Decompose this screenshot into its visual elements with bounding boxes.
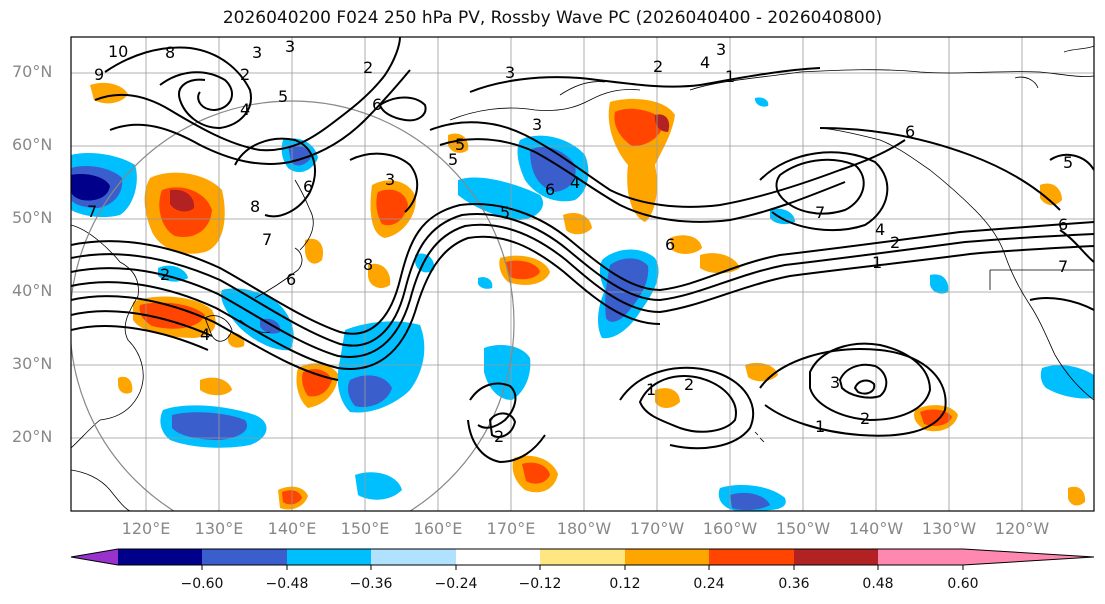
colorbar-segment — [625, 549, 709, 565]
colorbar-tick-label: −0.24 — [434, 576, 478, 592]
lon-label: 140°W — [848, 519, 904, 538]
contour-label: 7 — [1058, 257, 1068, 276]
reference-circle — [71, 100, 515, 511]
contour-label: 4 — [700, 53, 710, 72]
contour-label: 7 — [262, 230, 272, 249]
colorbar-segment — [456, 549, 540, 565]
contour-label: 6 — [545, 180, 555, 199]
colorbar-segment — [709, 549, 794, 565]
colorbar-tick-label: 0.60 — [947, 576, 979, 592]
contour-label: 2 — [363, 58, 373, 77]
lat-label: 70°N — [12, 62, 53, 81]
lat-label: 50°N — [12, 208, 53, 227]
contour-label: 6 — [665, 235, 675, 254]
lon-label: 150°W — [775, 519, 831, 538]
lon-label: 170°W — [629, 519, 685, 538]
contour-label: 9 — [94, 65, 104, 84]
contour-label: 6 — [286, 270, 296, 289]
contour-label: 2 — [160, 265, 170, 284]
lat-label: 20°N — [12, 427, 53, 446]
contour-label: 2 — [240, 65, 250, 84]
lon-label: 130°E — [194, 519, 244, 538]
contour-label: 3 — [532, 115, 542, 134]
contour-label: 1 — [872, 253, 882, 272]
contour-label: 5 — [448, 150, 458, 169]
graticule — [71, 37, 1094, 511]
contour-label: 3 — [252, 43, 262, 62]
contour-label: 10 — [108, 42, 128, 61]
contour-label: 8 — [363, 255, 373, 274]
contour-label: 8 — [250, 197, 260, 216]
lon-label: 170°E — [486, 519, 536, 538]
contour-label: 5 — [455, 135, 465, 154]
contour-label: 4 — [240, 100, 250, 119]
contour-label: 3 — [830, 373, 840, 392]
colorbar-arrow-left — [71, 549, 118, 565]
lon-label: 120°W — [994, 519, 1050, 538]
contour-labels: 10 9 8 2 3 3 2 6 5 4 5 3 2 4 3 1 6 5 7 8… — [87, 37, 1073, 446]
colorbar-tick-label: 0.12 — [609, 576, 641, 592]
colorbar-segment — [794, 549, 878, 565]
colorbar-segment — [540, 549, 625, 565]
colorbar-tick-label: −0.48 — [265, 576, 309, 592]
contour-label: 2 — [890, 233, 900, 252]
colorbar-segment — [878, 549, 963, 565]
contour-label: 3 — [716, 40, 726, 59]
contour-label: 3 — [385, 170, 395, 189]
contour-label: 1 — [725, 67, 735, 86]
lat-label: 40°N — [12, 281, 53, 300]
contour-label: 3 — [285, 37, 295, 56]
colorbar-segment — [202, 549, 287, 565]
contour-label: 4 — [570, 173, 580, 192]
colorbar-tick-label: 0.24 — [693, 576, 725, 592]
contour-label: 5 — [278, 87, 288, 106]
colorbar-segment — [371, 549, 456, 565]
colorbar-outline — [70, 548, 1095, 566]
contour-label: 7 — [87, 202, 97, 221]
map-frame — [70, 36, 1095, 512]
colorbar-arrow-right — [963, 549, 1094, 565]
lon-label: 180°W — [556, 519, 612, 538]
contour-label: 5 — [500, 203, 510, 222]
colorbar-tick-label: 0.36 — [778, 576, 810, 592]
contour-label: 1 — [815, 417, 825, 436]
pv-contours — [71, 37, 1094, 464]
map-title: 2026040200 F024 250 hPa PV, Rossby Wave … — [222, 8, 883, 28]
lat-label: 30°N — [12, 354, 53, 373]
contour-label: 1 — [646, 380, 656, 399]
contour-label: 6 — [1058, 215, 1068, 234]
coastlines — [71, 45, 1094, 511]
colorbar-tick-label: −0.60 — [180, 576, 224, 592]
contour-label: 4 — [875, 220, 885, 239]
colorbar-tick-label: 0.48 — [862, 576, 894, 592]
lon-label: 150°E — [340, 519, 390, 538]
contour-label: 3 — [505, 63, 515, 82]
contour-label: 4 — [200, 325, 210, 344]
pv-negative-anomalies — [71, 97, 1094, 511]
contour-label: 2 — [684, 375, 694, 394]
colorbar-tick-label: −0.12 — [518, 576, 562, 592]
contour-label: 2 — [494, 427, 504, 446]
contour-label: 2 — [653, 57, 663, 76]
contour-label: 6 — [372, 95, 382, 114]
lon-label: 130°W — [921, 519, 977, 538]
lon-label: 120°E — [121, 519, 171, 538]
colorbar-segment — [118, 549, 202, 565]
lon-label: 140°E — [267, 519, 317, 538]
lon-label: 160°W — [702, 519, 758, 538]
lat-label: 60°N — [12, 135, 53, 154]
colorbar — [70, 548, 1095, 570]
contour-label: 6 — [303, 177, 313, 196]
contour-label: 8 — [165, 43, 175, 62]
colorbar-tick-label: −0.36 — [349, 576, 393, 592]
lon-label: 160°E — [413, 519, 463, 538]
colorbar-segment — [287, 549, 371, 565]
contour-label: 6 — [905, 122, 915, 141]
contour-label: 7 — [815, 203, 825, 222]
contour-label: 5 — [1063, 153, 1073, 172]
contour-label: 2 — [860, 409, 870, 428]
